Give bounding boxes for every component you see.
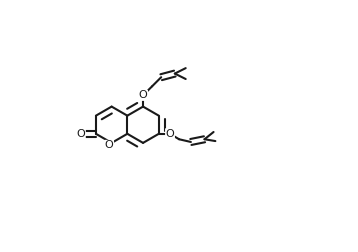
Text: O: O: [139, 90, 147, 100]
Text: O: O: [77, 129, 85, 139]
Text: O: O: [105, 140, 113, 150]
Text: O: O: [166, 129, 174, 139]
